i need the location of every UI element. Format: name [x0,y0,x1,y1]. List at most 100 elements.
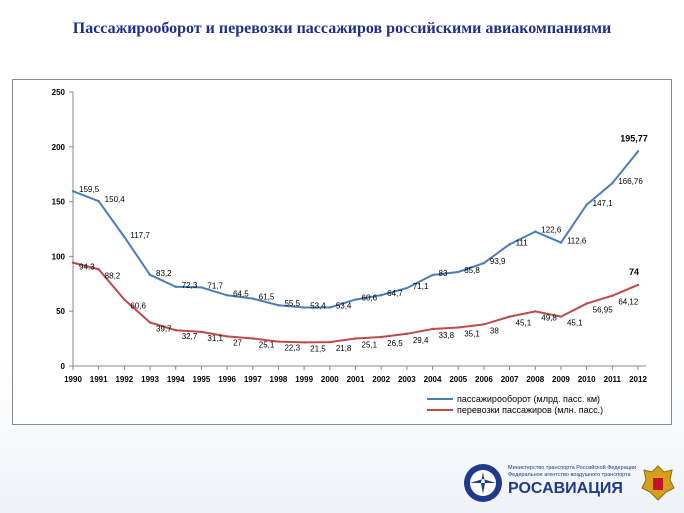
data-label: 60,6 [362,294,378,303]
data-point [302,306,306,309]
data-point [636,150,640,153]
x-tick-label: 1990 [64,375,82,384]
data-label: 27 [233,338,242,347]
data-label: 122,6 [541,226,562,235]
x-tick-label: 2003 [398,375,416,384]
data-point [585,203,588,206]
data-label: 150,4 [105,195,126,204]
data-label: 166,76 [618,177,643,186]
x-tick-label: 1993 [141,375,159,384]
data-point [277,303,280,307]
data-label: 45,1 [516,319,532,328]
data-point [379,335,383,339]
ministry-line-2: Федеральное агентство воздушного транспо… [508,472,631,478]
data-label: 72,3 [182,281,198,290]
data-point [225,294,229,297]
data-point [200,286,203,289]
x-tick-label: 2012 [629,375,647,384]
data-point [251,337,254,340]
data-point [636,283,640,287]
data-point [508,315,511,318]
data-label: 29,4 [413,336,429,345]
data-point [534,310,537,313]
data-label: 64,12 [618,298,639,307]
x-tick-label: 2010 [578,375,596,384]
data-point [457,270,460,274]
data-point [277,340,280,343]
data-point [328,340,332,344]
data-point [71,189,75,193]
data-point [379,293,383,297]
data-label: 53,4 [310,301,326,310]
data-point [405,332,409,335]
data-label: 31,1 [207,334,223,343]
coat-of-arms-icon [641,465,675,501]
x-tick-label: 2000 [321,375,339,384]
data-point [611,182,614,185]
data-label: 71,7 [207,281,223,290]
data-point [405,286,409,290]
data-point [251,297,254,300]
data-label: 39,7 [156,324,172,333]
data-label: 53,4 [336,301,352,310]
x-tick-label: 2007 [501,375,519,384]
x-tick-label: 2008 [526,375,544,384]
data-label: 74 [629,267,639,277]
legend-label: пассажирооборот (млрд. пасс. км) [457,394,600,404]
x-tick-label: 1999 [295,375,313,384]
data-point [225,335,229,338]
data-point [328,306,332,309]
data-point [97,268,100,271]
line-chart: 0 50 100 150 200 250 1990 1991 1992 1993 1994 1995 1… [52,88,648,415]
y-tick-label: 150 [52,198,66,207]
data-label: 159,5 [79,185,100,194]
data-label: 111 [516,238,529,247]
data-point [148,273,152,277]
x-tick-label: 1995 [193,375,211,384]
data-label: 32,7 [182,332,198,341]
y-tick-label: 100 [52,252,66,261]
data-label: 195,77 [620,133,648,143]
x-tick-label: 2002 [372,375,390,384]
ministry-line-1: Министерство транспорта Российской Федер… [508,465,637,471]
data-point [200,330,203,334]
data-label: 22,3 [284,344,300,353]
data-point [431,273,434,277]
data-label: 117,7 [130,231,150,240]
data-label: 112,6 [567,237,587,246]
data-point [123,235,126,239]
data-point [174,285,177,288]
y-tick-label: 0 [61,362,66,371]
data-point [482,261,486,265]
y-tick-label: 50 [56,307,65,316]
x-tick-label: 2009 [552,375,570,384]
x-tick-label: 2006 [475,375,493,384]
x-tick-label: 2005 [449,375,467,384]
data-point [97,199,100,203]
data-label: 85,8 [464,266,480,275]
data-point [534,230,537,233]
chart-frame: 0 50 100 150 200 250 1990 1991 1992 1993 1994 1995 1… [12,79,672,425]
data-point [302,341,306,344]
data-point [508,243,511,246]
data-point [354,337,357,340]
data-label: 83,2 [156,269,172,278]
data-label: 33,8 [439,331,455,340]
data-label: 64,5 [233,289,249,298]
data-point [123,298,126,301]
y-tick-label: 250 [52,88,66,97]
data-point [148,321,152,324]
data-point [457,326,460,329]
x-tick-label: 2004 [424,375,442,384]
data-label: 45,1 [567,319,583,328]
data-label: 35,1 [464,330,480,339]
data-label: 94,3 [79,263,95,272]
data-label: 49,8 [541,313,557,322]
x-tick-label: 1998 [270,375,288,384]
data-label: 147,1 [593,199,614,208]
data-label: 61,5 [259,293,275,302]
data-label: 56,95 [593,306,614,315]
page-title: Пассажирооборот и перевозки пассажиров р… [72,20,612,37]
data-label: 21,5 [310,344,326,353]
data-point [559,315,563,318]
